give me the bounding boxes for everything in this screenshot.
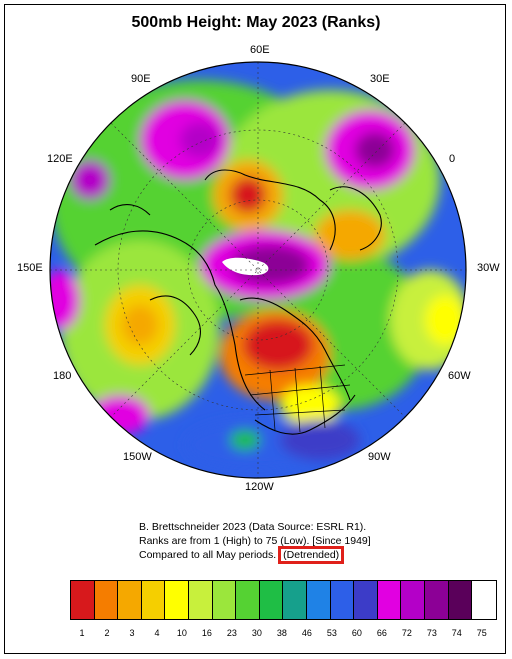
colorbar-tick-label: 16 [201,628,212,638]
colorbar-swatch-13 [377,581,402,619]
colorbar-tick-label: 73 [426,628,437,638]
map-title: 500mb Height: May 2023 (Ranks) [131,14,381,31]
colorbar-swatch-6 [212,581,237,619]
lon-label-0: 0 [449,153,456,165]
state-borders [244,364,351,433]
colorbar-swatch-7 [236,581,260,619]
lon-label-60e: 60E [250,44,270,56]
colorbar-swatch-14 [401,581,425,619]
colorbar-swatch-5 [188,581,213,619]
colorbar-tick-label: 46 [301,628,312,638]
figure-frame [4,4,506,654]
credits-block: B. Brettschneider 2023 (Data Source: ESR… [139,520,371,564]
colorbar-swatch-15 [424,581,449,619]
colorbar-tick-label: 60 [351,628,362,638]
colorbar [70,580,497,620]
colorbar-tick-label: 38 [276,628,287,638]
lon-label-60w: 60W [448,370,471,382]
colorbar-tick-label: 74 [451,628,462,638]
colorbar-tick-label: 23 [226,628,237,638]
lon-label-30w: 30W [477,262,500,274]
colorbar-swatch-4 [165,581,189,619]
colorbar-tick-label: 66 [376,628,387,638]
lon-label-30e: 30E [370,73,390,85]
credits-line-2: Ranks are from 1 (High) to 75 (Low). [Si… [139,535,371,547]
colorbar-swatch-10 [306,581,331,619]
lon-label-180: 180 [53,370,72,382]
colorbar-swatch-0 [71,581,95,619]
lon-label-120e: 120E [47,153,73,165]
detrended-highlight: (Detrended) [278,546,345,564]
colorbar-tick-label: 72 [401,628,412,638]
colorbar-swatch-17 [472,581,496,619]
colorbar-swatch-12 [354,581,378,619]
colorbar-swatch-11 [330,581,355,619]
colorbar-swatch-9 [283,581,307,619]
record-low-patch [222,257,269,276]
colorbar-swatch-16 [448,581,473,619]
colorbar-tick-label: 1 [79,628,85,638]
colorbar-ticks: 1 2 3 4 10 16 23 30 38 46 53 60 66 72 73 74 75 [58,628,486,640]
lon-label-120w: 120W [245,481,274,493]
coastlines [94,169,382,435]
colorbar-swatch-8 [259,581,284,619]
colorbar-swatch-2 [118,581,142,619]
lon-label-90e: 90E [131,73,151,85]
colorbar-swatch-3 [141,581,166,619]
lon-label-150w: 150W [123,451,152,463]
credits-line-1: B. Brettschneider 2023 (Data Source: ESR… [139,521,367,533]
lon-label-90w: 90W [368,451,391,463]
colorbar-tick-label: 75 [476,628,487,638]
colorbar-tick-label: 4 [154,628,160,638]
rank-field [50,62,466,478]
colorbar-tick-label: 2 [104,628,110,638]
colorbar-tick-label: 30 [251,628,262,638]
colorbar-tick-label: 10 [176,628,187,638]
colorbar-tick-label: 53 [326,628,337,638]
colorbar-swatch-1 [94,581,119,619]
colorbar-tick-label: 3 [129,628,135,638]
credits-line-3-text: Compared to all May periods. [139,549,277,561]
lon-label-150e: 150E [17,262,43,274]
credits-line-3: Compared to all May periods. (Detrended) [139,546,371,564]
